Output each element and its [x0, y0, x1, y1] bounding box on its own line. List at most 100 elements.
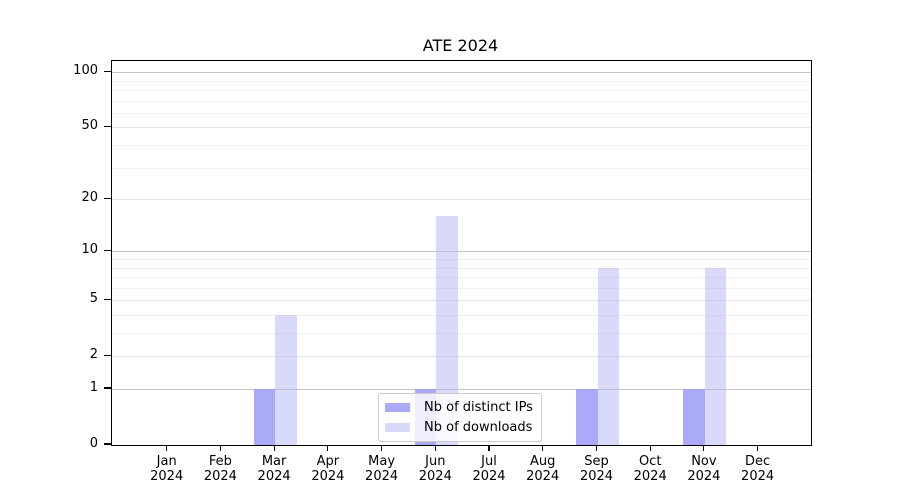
x-tick-label-jan-2024: Jan 2024 — [139, 454, 195, 484]
x-axis: Jan 2024 Feb 2024 Mar 2024 Apr 2024 May 2024 Jun 20… — [111, 444, 810, 496]
bar-nb-of-distinct-ips-mar-2024 — [253, 389, 276, 445]
y-tick-label-10: 10 — [81, 242, 98, 258]
gridline-y-3 — [112, 333, 811, 334]
bar-nb-of-downloads-jun-2024 — [436, 216, 458, 445]
x-tick-label-nov-2024: Nov 2024 — [676, 454, 732, 484]
x-tick-mark-may-2024 — [381, 445, 383, 451]
bar-nb-of-downloads-nov-2024 — [704, 267, 727, 445]
bar-nb-of-downloads-mar-2024 — [275, 315, 297, 445]
gridline-y-40 — [112, 145, 811, 146]
y-tick-label-1: 1 — [89, 380, 98, 395]
gridline-y-20 — [112, 199, 811, 201]
x-tick-label-feb-2024: Feb 2024 — [192, 454, 248, 484]
x-tick-label-line: 2024 — [472, 469, 506, 484]
x-tick-label-line: 2024 — [633, 469, 667, 484]
x-tick-mark-oct-2024 — [649, 445, 651, 451]
legend: Nb of distinct IPs Nb of downloads — [378, 393, 542, 442]
x-tick-label-line: Apr — [316, 454, 340, 469]
gridline-y-6 — [112, 287, 811, 289]
x-tick-label-line: 2024 — [311, 469, 345, 484]
y-tick-label-5: 5 — [89, 291, 98, 307]
x-tick-label-line: 2024 — [257, 469, 291, 484]
y-tick-label-0: 0 — [89, 436, 98, 451]
x-tick-label-apr-2024: Apr 2024 — [300, 454, 356, 484]
y-tick-mark-20 — [104, 197, 111, 199]
gridline-y-8 — [112, 267, 811, 269]
gridline-y-80 — [112, 90, 811, 91]
x-tick-label-jul-2024: Jul 2024 — [461, 454, 517, 484]
x-tick-label-jun-2024: Jun 2024 — [407, 454, 463, 484]
x-tick-mark-mar-2024 — [273, 445, 275, 451]
y-tick-mark-2 — [104, 354, 111, 356]
gridline-y-1 — [112, 389, 811, 390]
legend-item-downloads: Nb of downloads — [385, 419, 533, 436]
x-tick-label-line: May — [368, 454, 396, 469]
plot-area: Nb of distinct IPs Nb of downloads — [111, 60, 812, 446]
gridline-y-100 — [112, 72, 811, 74]
y-tick-mark-0 — [104, 443, 111, 445]
gridline-y-5 — [112, 300, 811, 302]
x-tick-label-line: Sep — [584, 454, 609, 469]
gridline-y-90 — [112, 80, 811, 82]
x-tick-label-line: Dec — [745, 454, 771, 469]
x-tick-label-line: 2024 — [687, 469, 721, 484]
x-tick-mark-dec-2024 — [757, 445, 759, 451]
legend-label-distinct-ips: Nb of distinct IPs — [424, 400, 533, 415]
legend-swatch-downloads — [385, 423, 410, 432]
x-tick-label-line: Jan — [156, 454, 177, 469]
x-tick-label-oct-2024: Oct 2024 — [622, 454, 678, 484]
y-tick-mark-1 — [104, 387, 111, 389]
bar-nb-of-distinct-ips-nov-2024 — [683, 389, 705, 445]
legend-label-downloads: Nb of downloads — [424, 420, 533, 435]
y-tick-label-2: 2 — [89, 347, 98, 363]
x-tick-label-line: 2024 — [741, 469, 775, 484]
legend-swatch-distinct-ips — [385, 403, 410, 412]
gridline-y-7 — [112, 277, 811, 278]
gridline-y-9 — [112, 259, 811, 260]
y-tick-label-100: 100 — [73, 63, 98, 79]
x-tick-label-line: 2024 — [365, 469, 399, 484]
gridline-y-50 — [112, 127, 811, 129]
x-tick-mark-sep-2024 — [595, 445, 598, 451]
x-tick-label-line: Oct — [638, 454, 662, 469]
gridline-y-60 — [112, 112, 811, 114]
x-tick-mark-jul-2024 — [488, 445, 490, 451]
y-tick-label-50: 50 — [81, 118, 98, 134]
x-tick-label-line: Feb — [208, 454, 232, 469]
chart-title: ATE 2024 — [422, 36, 499, 55]
x-tick-label-line: Jun — [425, 454, 446, 469]
gridline-y-70 — [112, 100, 811, 102]
legend-item-distinct-ips: Nb of distinct IPs — [385, 399, 533, 416]
x-tick-label-line: 2024 — [418, 469, 452, 484]
x-tick-mark-apr-2024 — [327, 445, 329, 451]
x-tick-mark-feb-2024 — [219, 445, 221, 451]
y-tick-mark-100 — [104, 70, 111, 72]
bar-nb-of-downloads-sep-2024 — [597, 267, 619, 445]
x-tick-label-line: Jul — [481, 454, 497, 469]
y-tick-mark-5 — [104, 298, 111, 300]
x-tick-label-line: Mar — [261, 454, 287, 469]
gridline-y-2 — [112, 356, 811, 358]
x-tick-mark-aug-2024 — [542, 445, 544, 451]
x-tick-label-line: 2024 — [203, 469, 237, 484]
x-tick-label-mar-2024: Mar 2024 — [246, 454, 302, 484]
x-tick-label-line: 2024 — [150, 469, 184, 484]
gridline-y-4 — [112, 315, 811, 316]
y-axis: 0 1 2 5 10 20 50 100 — [0, 60, 111, 451]
y-tick-mark-10 — [104, 249, 111, 251]
x-tick-label-line: 2024 — [579, 469, 614, 484]
x-tick-label-aug-2024: Aug 2024 — [515, 454, 571, 484]
y-tick-label-20: 20 — [81, 190, 98, 206]
x-tick-label-line: Aug — [529, 454, 556, 469]
x-tick-label-may-2024: May 2024 — [354, 454, 410, 484]
x-tick-label-sep-2024: Sep 2024 — [569, 454, 625, 484]
y-tick-mark-50 — [104, 125, 111, 127]
x-tick-mark-jun-2024 — [434, 445, 436, 451]
gridline-y-30 — [112, 167, 811, 169]
gridline-y-10 — [112, 251, 811, 253]
x-tick-label-dec-2024: Dec 2024 — [730, 454, 786, 484]
bar-nb-of-distinct-ips-sep-2024 — [576, 389, 598, 445]
x-tick-label-line: 2024 — [526, 469, 560, 484]
x-tick-mark-nov-2024 — [703, 445, 705, 451]
